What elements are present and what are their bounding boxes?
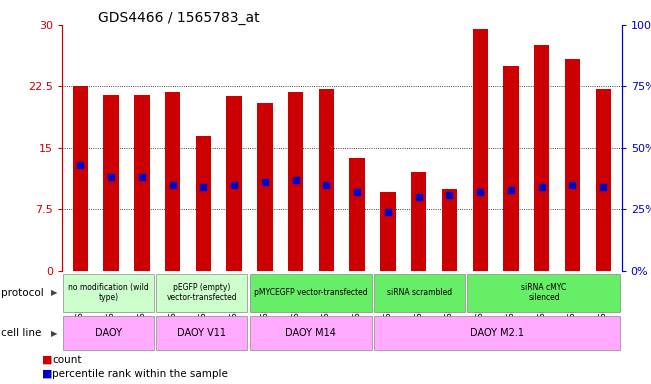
Bar [63,316,154,350]
Text: ▶: ▶ [51,329,57,338]
Bar [503,66,519,271]
Bar [350,158,365,271]
Text: count: count [52,355,81,365]
Text: siRNA cMYC
silenced: siRNA cMYC silenced [521,283,566,303]
Bar [165,92,180,271]
Bar [63,274,154,312]
Bar [196,136,211,271]
Text: pEGFP (empty)
vector-transfected: pEGFP (empty) vector-transfected [167,283,237,303]
Bar [596,89,611,271]
Bar [257,103,273,271]
Text: cell line: cell line [1,328,41,338]
Bar [467,274,620,312]
Bar [250,316,372,350]
Text: DAOY: DAOY [95,328,122,338]
Bar [473,29,488,271]
Bar [565,60,580,271]
Text: pMYCEGFP vector-transfected: pMYCEGFP vector-transfected [254,288,367,297]
Bar [374,274,465,312]
Bar [104,94,118,271]
Text: DAOY V11: DAOY V11 [177,328,227,338]
Text: DAOY M2.1: DAOY M2.1 [470,328,524,338]
Text: protocol: protocol [1,288,44,298]
Bar [319,89,334,271]
Bar [442,189,457,271]
Bar [411,172,426,271]
Bar [73,86,88,271]
Text: DAOY M14: DAOY M14 [285,328,336,338]
Text: GDS4466 / 1565783_at: GDS4466 / 1565783_at [98,11,259,25]
Bar [134,94,150,271]
Bar [288,92,303,271]
Text: siRNA scrambled: siRNA scrambled [387,288,452,297]
Text: percentile rank within the sample: percentile rank within the sample [52,369,228,379]
Bar [227,96,242,271]
Bar [380,192,396,271]
Text: ▶: ▶ [51,288,57,297]
Bar [534,45,549,271]
Text: ■: ■ [42,355,53,365]
Bar [250,274,372,312]
Text: no modification (wild
type): no modification (wild type) [68,283,149,303]
Text: ■: ■ [42,369,53,379]
Bar [156,316,247,350]
Bar [374,316,620,350]
Bar [156,274,247,312]
